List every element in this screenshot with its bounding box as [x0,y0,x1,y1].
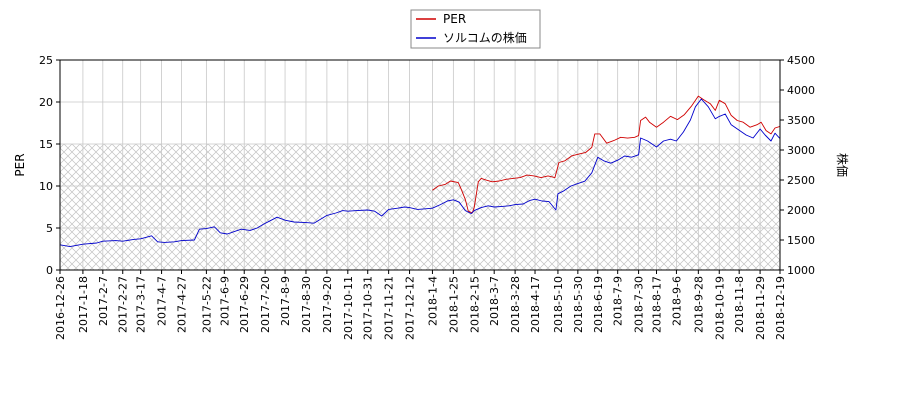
x-tick-label: 2018-7-9 [612,276,625,326]
y-left-tick-label: 10 [39,180,53,193]
x-tick-label: 2018-3-7 [488,276,501,326]
series-line-price [60,98,780,248]
y-right-axis-title: 株価 [835,153,850,177]
legend-label-price: ソルコムの株価 [443,30,527,45]
x-tick-label: 2018-1-4 [426,276,439,326]
series-line-per [432,95,780,214]
y-right-tick-label: 1000 [787,264,815,277]
x-tick-label: 2018-1-25 [447,276,460,333]
x-tick-label: 2017-12-12 [404,276,417,340]
y-right-axis: 1000 1500 2000 2500 3000 3500 4000 4500 [780,54,815,277]
x-tick-label: 2017-7-20 [259,276,272,333]
hatched-band [60,144,780,270]
x-tick-label: 2018-11-29 [754,276,767,340]
x-tick-label: 2017-8-30 [300,276,313,333]
y-left-axis: 0 5 10 15 20 25 [39,54,60,277]
x-tick-label: 2018-11-8 [733,276,746,333]
x-tick-label: 2018-5-10 [552,276,565,333]
y-right-tick-label: 4000 [787,84,815,97]
x-tick-label: 2018-2-15 [468,276,481,333]
x-tick-label: 2018-4-17 [529,276,542,333]
series-lines [60,95,780,248]
y-left-tick-label: 20 [39,96,53,109]
legend-label-per: PER [443,12,466,26]
x-tick-label: 2016-12-26 [54,276,67,340]
y-right-tick-label: 3000 [787,144,815,157]
y-left-tick-label: 5 [46,222,53,235]
x-tick-label: 2018-7-30 [633,276,646,333]
x-tick-label: 2017-10-11 [342,276,355,340]
x-tick-label: 2017-3-17 [135,276,148,333]
y-right-tick-label: 3500 [787,114,815,127]
y-right-tick-label: 4500 [787,54,815,67]
x-tick-label: 2018-12-19 [774,276,787,340]
x-tick-label: 2017-5-22 [200,276,213,333]
x-tick-label: 2017-1-18 [77,276,90,333]
legend-box [410,9,541,49]
y-right-tick-label: 2000 [787,204,815,217]
legend: PER ソルコムの株価 [410,9,541,49]
y-left-axis-title: PER [13,153,27,176]
x-tick-label: 2018-5-30 [572,276,585,333]
x-tick-label: 2017-6-29 [238,276,251,333]
x-tick-label: 2017-4-27 [175,276,188,333]
x-axis: 2016-12-26 2017-1-18 2017-2-7 2017-2-27 2017… [54,270,787,340]
x-tick-label: 2017-2-7 [97,276,110,326]
y-left-tick-label: 15 [39,138,53,151]
y-right-tick-label: 1500 [787,234,815,247]
x-tick-label: 2017-9-20 [321,276,334,333]
y-right-tick-label: 2500 [787,174,815,187]
x-tick-label: 2018-3-28 [509,276,522,333]
y-left-tick-label: 0 [46,264,53,277]
plot-frame [59,59,781,271]
x-tick-label: 2017-8-9 [279,276,292,326]
x-tick-label: 2018-10-19 [713,276,726,340]
y-left-tick-label: 25 [39,54,53,67]
x-tick-label: 2018-9-28 [692,276,705,333]
x-tick-label: 2017-6-9 [218,276,231,326]
x-tick-label: 2018-9-6 [670,276,683,326]
grid [59,59,781,271]
x-tick-label: 2018-8-17 [651,276,664,333]
x-tick-label: 2017-2-27 [117,276,130,333]
x-tick-label: 2017-4-7 [156,276,169,326]
x-tick-label: 2017-11-21 [383,276,396,340]
x-tick-label: 2017-10-31 [362,276,375,340]
x-tick-label: 2018-6-19 [592,276,605,333]
